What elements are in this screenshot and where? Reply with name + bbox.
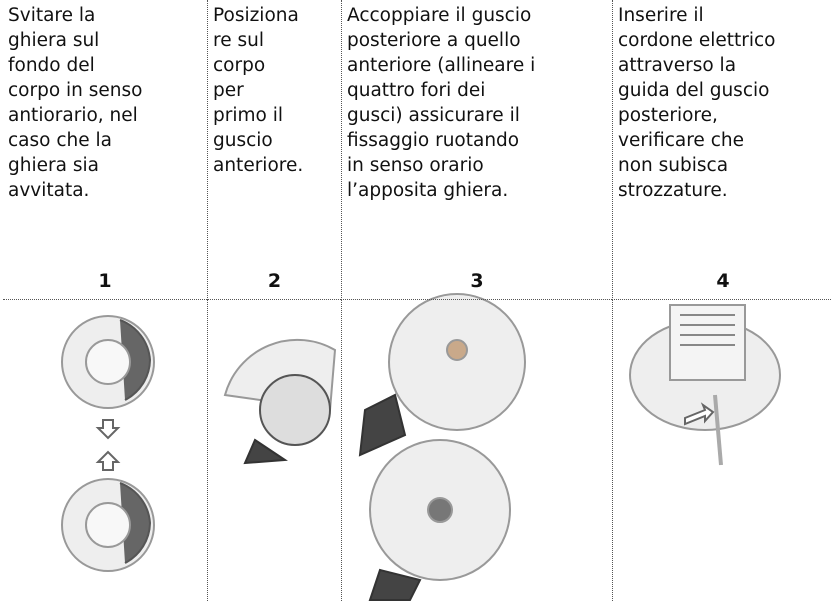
step-text: posteriore, [618, 105, 718, 126]
shell-hub [446, 339, 468, 361]
image-cell [612, 300, 832, 601]
ring-hub [85, 502, 131, 548]
image-cell [3, 300, 207, 601]
step-text: Inserire il [618, 5, 704, 26]
step-text: fissaggio ruotando [347, 130, 520, 151]
step-number: 4 [716, 270, 730, 292]
step-number: 3 [470, 270, 484, 292]
image-cell [341, 300, 612, 601]
step-text: avvitata. [8, 180, 90, 201]
step-text: ghiera sul [8, 30, 100, 51]
step-text: quattro fori dei [347, 80, 486, 101]
step-text: fondo del [8, 55, 95, 76]
step-text: strozzature. [618, 180, 728, 201]
hand [243, 438, 288, 465]
hand [358, 393, 407, 457]
ring-hub [85, 339, 131, 385]
step-text: posteriore a quello [347, 30, 521, 51]
step-cell: Svitare la ghiera sul fondo del corpo in se… [3, 0, 207, 300]
step-text: gusci) assicurare il [347, 105, 520, 126]
step-text: Accoppiare il guscio [347, 5, 532, 26]
step-text: re sul [213, 30, 264, 51]
cord [713, 394, 723, 466]
arrow [684, 402, 715, 426]
step-cell: Inserire il cordone elettrico attraverso l… [612, 0, 832, 300]
step-cell: Posiziona re sul corpo per primo il guscio ant… [207, 0, 341, 300]
step-text: attraverso la [618, 55, 737, 76]
step-text: guida del guscio [618, 80, 770, 101]
shell-hub [427, 497, 453, 523]
step-text: Posiziona [213, 5, 299, 26]
image-cell [207, 300, 341, 601]
step-text: corpo in senso [8, 80, 143, 101]
step-text: in senso orario [347, 155, 484, 176]
step-number: 1 [98, 270, 112, 292]
step-cell: Accoppiare il guscio posteriore a quello a… [341, 0, 612, 300]
step-text: anteriore. [213, 155, 304, 176]
arrow [95, 419, 121, 471]
step-text: per [213, 80, 244, 101]
hand [368, 568, 422, 601]
fan-body [259, 374, 331, 446]
step-text: verificare che [618, 130, 744, 151]
step-text: Svitare la [8, 5, 96, 26]
shell-back [388, 293, 526, 431]
step-text: cordone elettrico [618, 30, 776, 51]
step-text: antiorario, nel [8, 105, 138, 126]
step-text: non subisca [618, 155, 729, 176]
ring-shell [119, 482, 152, 564]
step-text: ghiera sia [8, 155, 99, 176]
ring-shell [119, 319, 152, 401]
grille [680, 314, 735, 346]
step-text: l’apposita ghiera. [347, 180, 509, 201]
step-text: corpo [213, 55, 266, 76]
step-text: guscio [213, 130, 273, 151]
step-text: primo il [213, 105, 283, 126]
step-text: anteriore (allineare i [347, 55, 536, 76]
step-number: 2 [267, 270, 282, 292]
tower [669, 304, 746, 381]
step-text: caso che la [8, 130, 112, 151]
